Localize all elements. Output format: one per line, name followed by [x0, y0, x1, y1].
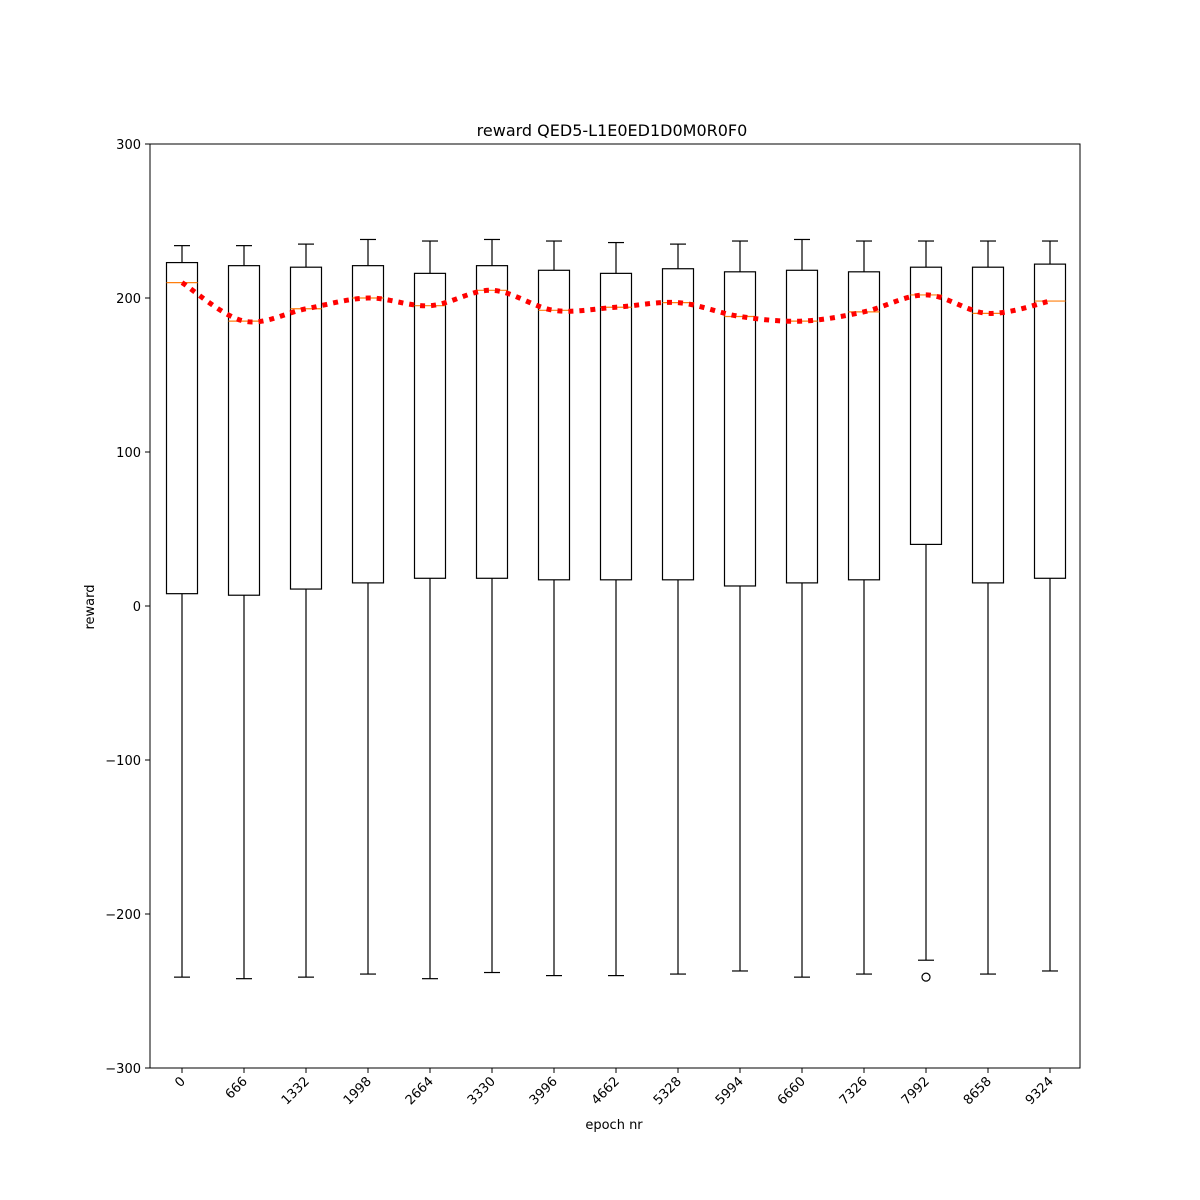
- box-1332: [289, 243, 323, 978]
- box-5994: [723, 240, 757, 972]
- iqr-box: [289, 266, 323, 590]
- y-tick-label: 200: [116, 292, 141, 307]
- box-666: [227, 245, 261, 980]
- y-tick-label: 300: [116, 138, 141, 153]
- iqr-box: [351, 265, 385, 584]
- box-8658: [971, 240, 1005, 975]
- iqr-box: [227, 265, 261, 596]
- box-6660: [785, 238, 819, 978]
- trend-layer: [180, 280, 1051, 325]
- trend-line: [180, 280, 1051, 325]
- iqr-box: [971, 266, 1005, 584]
- iqr-box: [537, 269, 571, 581]
- box-7326: [847, 240, 881, 975]
- iqr-box: [165, 261, 199, 595]
- iqr-box: [847, 271, 881, 581]
- y-tick-label: 100: [116, 446, 141, 461]
- chart-title: reward QED5-L1E0ED1D0M0R0F0: [477, 121, 748, 140]
- iqr-box: [475, 265, 509, 579]
- iqr-box: [785, 269, 819, 584]
- box-2664: [413, 240, 447, 980]
- y-axis-label: reward: [83, 584, 98, 629]
- y-tick-label: 0: [133, 600, 141, 615]
- x-axis-label: epoch nr: [585, 1118, 643, 1133]
- y-tick-label: −300: [105, 1062, 141, 1077]
- outlier-point: [921, 972, 931, 982]
- iqr-box: [723, 271, 757, 587]
- y-tick-label: −200: [105, 908, 141, 923]
- box-3330: [475, 238, 509, 974]
- y-tick-label: −100: [105, 754, 141, 769]
- iqr-box: [909, 266, 943, 546]
- iqr-box: [599, 272, 633, 581]
- box-3996: [537, 240, 571, 977]
- iqr-box: [1033, 263, 1067, 579]
- iqr-box: [413, 272, 447, 579]
- box-0: [165, 245, 199, 978]
- y-axis: −300 −200 −100 0 100 200 300: [105, 138, 150, 1077]
- box-9324: [1033, 240, 1067, 972]
- iqr-box: [661, 268, 695, 581]
- boxes-layer: [165, 238, 1067, 982]
